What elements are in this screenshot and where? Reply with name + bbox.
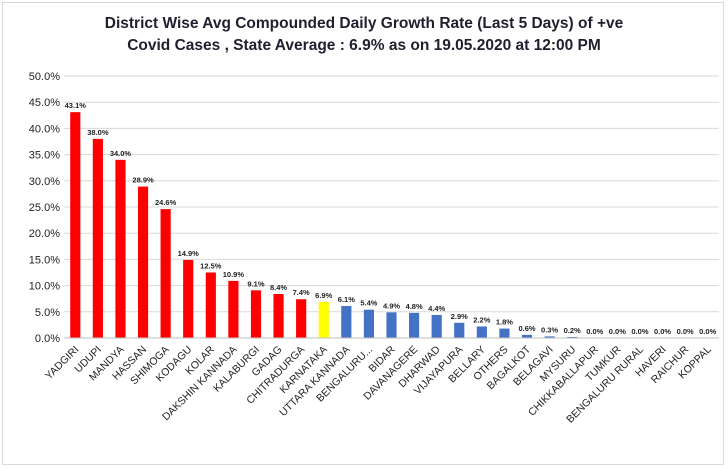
bar: [318, 301, 329, 338]
y-tick-label: 10.0%: [29, 281, 60, 293]
bar: [386, 312, 397, 338]
chart-title-line-1: District Wise Avg Compounded Daily Growt…: [104, 15, 624, 32]
bar: [137, 186, 149, 338]
data-label: 0.0%: [609, 327, 626, 336]
y-tick-label: 5.0%: [35, 307, 60, 319]
data-label: 0.0%: [654, 327, 671, 336]
data-label: 34.0%: [110, 149, 132, 158]
data-label: 0.0%: [631, 327, 648, 336]
bar: [544, 336, 555, 338]
bar: [205, 272, 216, 338]
bar: [183, 259, 194, 338]
data-label: 14.9%: [178, 249, 200, 258]
y-tick-label: 0.0%: [35, 333, 60, 345]
data-label: 6.1%: [338, 295, 355, 304]
data-label: 0.0%: [586, 327, 603, 336]
bar: [431, 314, 442, 338]
data-label: 4.4%: [428, 304, 445, 313]
y-tick-label: 25.0%: [29, 202, 60, 214]
y-tick-label: 35.0%: [29, 150, 60, 162]
y-tick-label: 50.0%: [29, 71, 60, 83]
data-label: 1.8%: [496, 318, 513, 327]
chart-frame: District Wise Avg Compounded Daily Growt…: [2, 2, 724, 465]
bar: [521, 334, 533, 338]
bar: [454, 322, 465, 338]
data-label: 24.6%: [155, 198, 177, 207]
data-label: 9.1%: [247, 279, 264, 288]
bar: [409, 312, 420, 338]
bar: [250, 290, 262, 338]
data-label: 0.0%: [677, 327, 694, 336]
data-label: 43.1%: [65, 101, 87, 110]
bar: [296, 299, 307, 338]
data-label: 28.9%: [132, 176, 154, 185]
data-label: 2.2%: [473, 315, 490, 324]
y-tick-label: 45.0%: [29, 97, 60, 109]
bar: [499, 328, 510, 338]
data-label: 2.9%: [451, 312, 468, 321]
data-label: 0.0%: [699, 327, 716, 336]
chart-title-line-2: Covid Cases , State Average : 6.9% as on…: [127, 37, 601, 54]
bar-chart: 0.0% 5.0% 10.0% 15.0% 20.0% 25.0% 30.0% 35.0% 40…: [29, 71, 719, 426]
y-tick-label: 15.0%: [29, 254, 60, 266]
bar: [228, 280, 239, 338]
bar: [567, 336, 578, 338]
data-label: 12.5%: [200, 262, 222, 271]
y-tick-label: 20.0%: [29, 228, 60, 240]
data-label: 0.2%: [564, 326, 581, 335]
data-label: 0.3%: [541, 325, 558, 334]
bar: [363, 309, 374, 338]
bar: [273, 293, 284, 338]
data-label: 5.4%: [360, 299, 377, 308]
data-label: 0.6%: [518, 324, 535, 333]
bar: [341, 306, 352, 338]
bar: [92, 138, 103, 338]
data-label: 4.9%: [383, 301, 400, 310]
data-label: 10.9%: [223, 270, 245, 279]
y-tick-label: 40.0%: [29, 123, 60, 135]
bar: [160, 209, 171, 338]
chart-title: District Wise Avg Compounded Daily Growt…: [3, 13, 725, 57]
data-label: 6.9%: [315, 291, 332, 300]
data-label: 4.8%: [406, 302, 423, 311]
bar: [476, 326, 487, 338]
y-tick-label: 30.0%: [29, 176, 60, 188]
data-label: 38.0%: [87, 128, 109, 137]
data-label: 8.4%: [270, 283, 287, 292]
bar: [70, 112, 81, 338]
bar: [115, 159, 126, 338]
data-label: 7.4%: [293, 288, 310, 297]
